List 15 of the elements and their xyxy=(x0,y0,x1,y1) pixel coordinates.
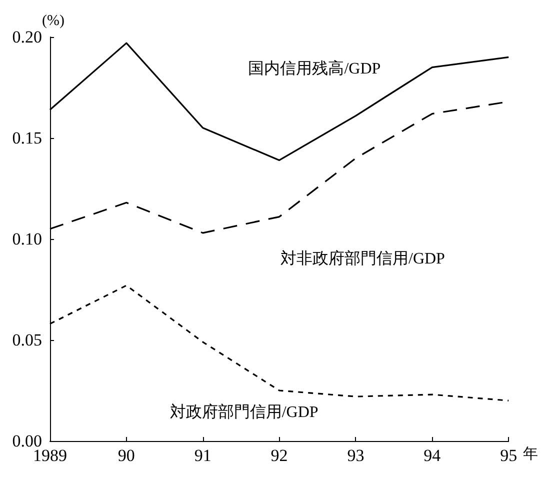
series-label: 対政府部門信用/GDP xyxy=(170,403,318,422)
y-tick-label: 0.05 xyxy=(12,330,42,350)
series-label: 国内信用残高/GDP xyxy=(248,60,381,78)
x-axis-title: 年 xyxy=(523,446,538,462)
x-tick-label: 90 xyxy=(118,446,135,465)
y-tick-label: 0.20 xyxy=(12,28,42,46)
y-axis-title: (%) xyxy=(42,13,64,30)
y-tick-label: 0.15 xyxy=(12,128,42,148)
x-tick-label: 91 xyxy=(194,446,212,465)
x-tick-label: 93 xyxy=(347,446,364,465)
x-tick-label: 94 xyxy=(424,446,442,465)
x-tick-label: 92 xyxy=(270,446,288,465)
x-tick-label: 95 xyxy=(500,446,518,465)
text: 対非政府部門信用/GDP xyxy=(280,250,446,268)
y-tick-label: 0.10 xyxy=(12,230,42,248)
